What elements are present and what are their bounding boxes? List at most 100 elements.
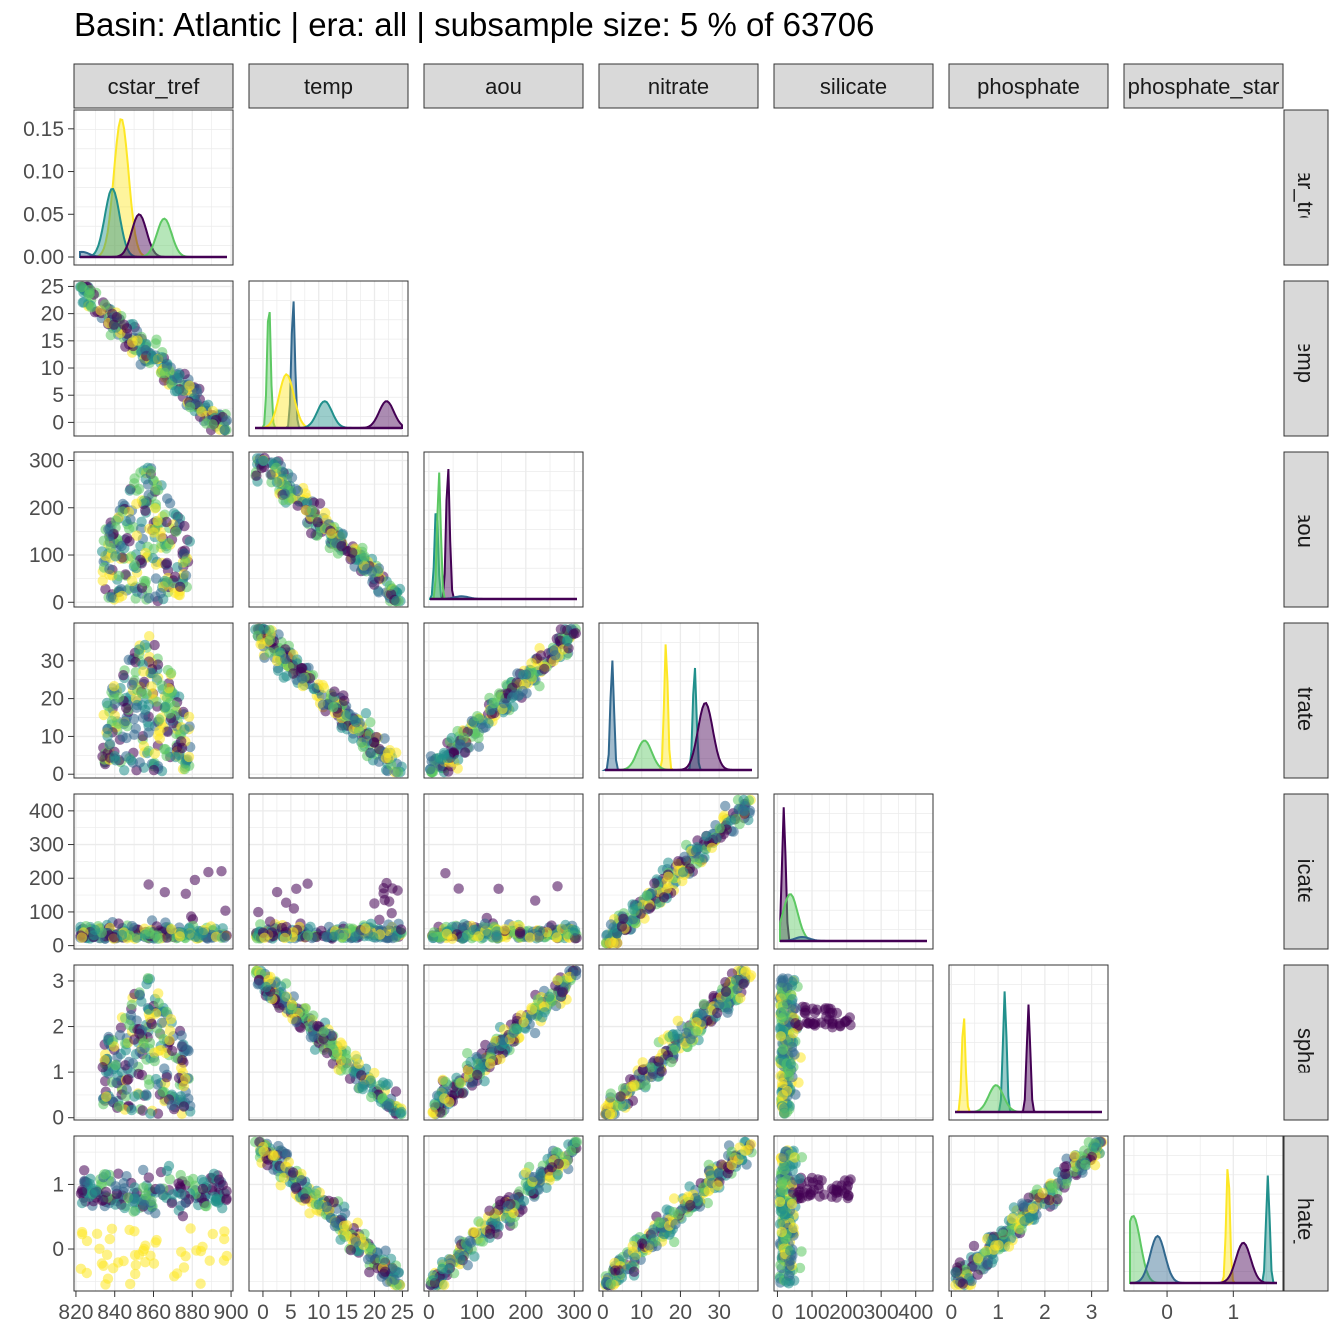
scatter-point [655,1218,666,1229]
scatter-point [110,551,121,562]
scatter-point [98,1260,109,1272]
scatter-point [144,926,155,937]
scatter-point [123,1073,134,1085]
strip-label-phosphate: phosphate [977,74,1080,99]
scatter-point [359,551,370,562]
scatter-point [151,696,162,707]
scatter-point [312,517,323,528]
scatter-panel-nitrate-vs-cstar_tref [73,622,234,779]
scatter-point [155,587,166,599]
scatter-point [125,755,137,766]
scatter-point [610,1265,621,1276]
scatter-point [364,1267,375,1278]
scatter-panel-phosphate_star-vs-aou [423,1135,584,1292]
scatter-point [162,576,173,588]
scatter-point [690,1026,702,1037]
scatter-panel-phosphate_star-vs-nitrate [598,1135,759,1292]
scatter-point [219,1226,230,1237]
scatter-point [839,1175,851,1186]
scatter-point [550,650,561,661]
scatter-point [113,918,124,929]
scatter-point [102,731,113,742]
scatter-point [264,634,276,646]
scatter-point [129,1193,140,1204]
scatter-point [387,932,398,944]
scatter-panel-silicate-vs-temp [248,793,409,950]
scatter-point [484,1228,496,1240]
scatter-point [440,1076,451,1088]
scatter-point [353,929,364,940]
scatter-point [533,932,544,943]
scatter-point [151,921,162,932]
scatter-point [141,1089,152,1100]
scatter-point [264,647,275,658]
scatter-point [653,1056,664,1067]
scatter-point [154,714,165,725]
scatter-point [112,1051,123,1063]
scatter-point [789,974,800,986]
scatter-point [166,1100,177,1111]
scatter-point [632,900,643,911]
scatter-point [262,1160,273,1171]
scatter-point [300,1193,311,1204]
scatter-point [783,1278,794,1289]
scatter-point [207,1228,218,1240]
scatter-point [170,751,181,763]
scatter-panel-phosphate_star-vs-silicate [773,1135,934,1292]
scatter-panel-aou-vs-temp [248,451,409,608]
scatter-point [798,1187,810,1198]
scatter-point [149,503,161,514]
scatter-point [129,1182,140,1193]
scatter-point [98,535,110,546]
scatter-point [644,903,655,914]
scatter-point [518,1195,530,1207]
scatter-point [126,679,138,691]
scatter-point [275,981,287,992]
scatter-point [493,883,504,894]
scatter-point [475,1236,486,1247]
density-panel-aou [423,451,584,608]
scatter-point [177,1054,188,1066]
scatter-point [703,1185,714,1197]
scatter-point [494,1195,506,1207]
scatter-point [151,334,162,345]
scatter-point [197,1183,209,1195]
scatter-point [271,655,283,667]
scatter-point [159,1063,170,1074]
scatter-point [843,1190,854,1201]
scatter-point [317,699,329,710]
scatter-point [76,1186,88,1198]
scatter-point [302,878,313,889]
scatter-point [460,747,471,758]
scatter-point [96,546,108,557]
scatter-panel-silicate-vs-nitrate [598,793,759,950]
scatter-point [143,879,154,890]
scatter-point [180,570,192,581]
scatter-point [153,997,164,1009]
strip-top-cstar_tref: cstar_tref [73,63,234,109]
scatter-point [164,1174,175,1185]
scatter-point [684,1181,695,1192]
scatter-point [824,1007,836,1019]
scatter-point [616,921,628,932]
scatter-point [138,575,150,587]
scatter-point [781,1174,792,1186]
scatter-point [144,631,155,642]
scatter-point [110,1181,121,1192]
scatter-point [738,978,749,989]
scatter-point [134,1028,145,1039]
scatter-point [787,1047,798,1058]
scatter-point [446,732,457,744]
scatter-point [184,380,195,391]
scatter-point [663,871,674,882]
scatter-point [479,918,491,929]
scatter-point [204,1255,215,1266]
scatter-point [473,1216,484,1227]
scatter-point [786,1198,798,1210]
scatter-point [297,680,308,692]
strip-label-phosphate_star: phosphate_star [1128,74,1280,99]
scatter-point [384,896,395,907]
scatter-point [283,1157,294,1168]
scatter-point [685,1199,696,1211]
scatter-point [452,725,463,737]
